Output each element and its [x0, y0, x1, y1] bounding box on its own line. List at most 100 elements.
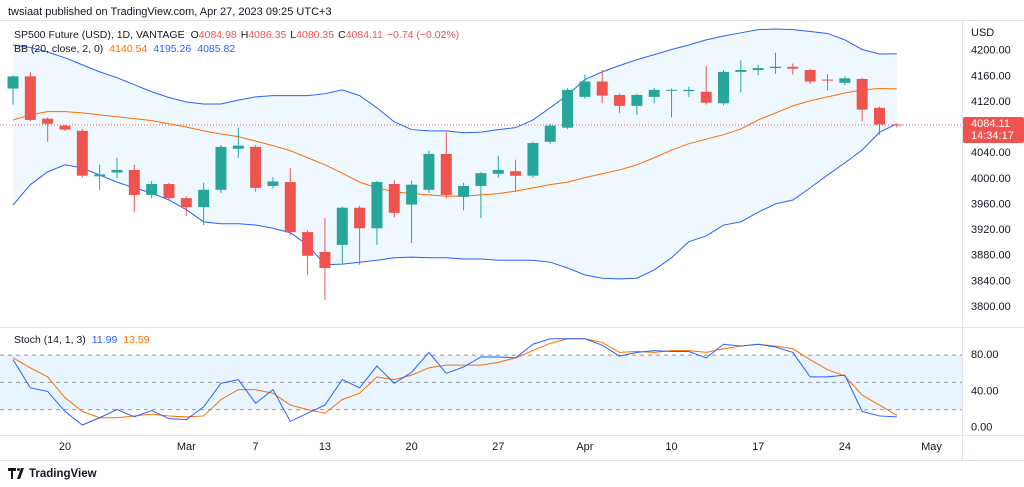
indicator-name: BB (20, close, 2, 0) [14, 43, 103, 55]
candle-body [492, 169, 504, 174]
candle-body [579, 81, 591, 97]
candle-body [770, 66, 782, 69]
candle-body [787, 66, 799, 69]
y-tick-label: 4000.00 [971, 173, 1011, 185]
change: −0.74 (−0.02%) [387, 29, 459, 41]
candle-body [510, 171, 522, 176]
y-tick-label: 4040.00 [971, 147, 1011, 159]
y-tick-label: 4160.00 [971, 70, 1011, 82]
ohlc-label: C [338, 29, 346, 41]
candle-body [839, 78, 851, 83]
candle-body [804, 69, 816, 82]
candle-body [42, 118, 54, 124]
x-tick-label: 24 [839, 441, 851, 453]
x-tick-label: 13 [319, 441, 331, 453]
price-label: 4084.11 [971, 118, 1010, 130]
candle-body [406, 184, 418, 205]
x-tick-label: 20 [405, 441, 417, 453]
candle-body [7, 76, 19, 89]
stoch-legend: Stoch (14, 1, 3) 11.99 13.59 [14, 334, 150, 346]
y-tick-label: 4200.00 [971, 45, 1011, 57]
y-tick-label: 80.00 [971, 349, 999, 361]
legend: SP500 Future (USD), 1D, VANTAGE O4084.98 H… [14, 29, 459, 41]
candle-body [163, 184, 175, 199]
candle-body [423, 153, 435, 190]
candle-body [94, 174, 106, 177]
candle-body [614, 94, 626, 106]
stoch-value: 11.99 [92, 334, 118, 346]
candle-body [180, 198, 192, 208]
candle-body [111, 169, 123, 173]
ohlc-label: L [290, 29, 296, 41]
stoch-k [12, 338, 897, 426]
publisher: twsiaat published on TradingView.com, Ap… [8, 6, 332, 18]
bb-band [12, 28, 897, 134]
candle-body [596, 81, 608, 96]
x-tick-label: 20 [59, 441, 71, 453]
candle-body [302, 232, 314, 256]
ohlc-label: O [191, 29, 199, 41]
y-tick-label: 3880.00 [971, 250, 1011, 262]
currency: USD [971, 27, 994, 39]
candle-body [146, 184, 158, 195]
candle-body [527, 143, 539, 176]
candle-body [59, 125, 71, 130]
candle-body [562, 89, 574, 128]
close-value: 4084.11 [346, 29, 383, 41]
stoch-value: 13.59 [123, 334, 149, 346]
x-tick-label: 7 [253, 441, 259, 453]
x-tick-label: May [921, 441, 942, 453]
y-tick-label: 3960.00 [971, 198, 1011, 210]
brand: TradingView [29, 468, 97, 480]
candle-body [648, 89, 660, 97]
candle-body [128, 169, 140, 195]
indicator-value: 4085.82 [197, 43, 235, 55]
plot [0, 28, 962, 426]
x-tick-label: 17 [752, 441, 764, 453]
y-tick-label: 0.00 [971, 422, 992, 434]
candle-body [198, 189, 210, 208]
candle-body [856, 78, 868, 110]
indicator-legend: BB (20, close, 2, 0) 4140.54 4195.26 4085.8… [14, 43, 235, 55]
x-tick-label: 27 [492, 441, 504, 453]
candle-body [458, 185, 470, 197]
countdown: 14:34:17 [971, 130, 1014, 142]
ohlc-label: H [241, 29, 249, 41]
candle-body [336, 207, 348, 245]
x-tick-label: Mar [177, 441, 196, 453]
y-tick-label: 3840.00 [971, 275, 1011, 287]
open-value: 4084.98 [199, 29, 237, 41]
candle-body [284, 182, 296, 233]
candle-body [718, 71, 730, 104]
candle-body [631, 94, 643, 106]
stoch-name: Stoch (14, 1, 3) [14, 334, 86, 346]
candle-body [822, 79, 834, 81]
y-tick-label: 3800.00 [971, 301, 1011, 313]
y-tick-label: 4120.00 [971, 96, 1011, 108]
logo-icon [8, 468, 24, 479]
candle-body [232, 145, 244, 149]
symbol: SP500 Future (USD), 1D, VANTAGE [14, 29, 185, 41]
candle-body [354, 207, 366, 229]
candle-body [683, 89, 695, 92]
candle-body [388, 184, 400, 213]
candle-body [666, 89, 678, 91]
candle-body [544, 125, 556, 142]
candle-body [874, 107, 885, 125]
candle-body [267, 181, 279, 186]
price-label-box [963, 117, 1024, 144]
high-value: 4086.35 [248, 29, 286, 41]
x-tick-label: Apr [576, 441, 593, 453]
candle-body [371, 182, 383, 229]
y-tick-label: 40.00 [971, 385, 999, 397]
candle-body [475, 173, 487, 186]
candle-body [24, 76, 36, 120]
candle-body [440, 153, 452, 195]
logo-dot [17, 468, 20, 471]
y-tick-label: 3920.00 [971, 224, 1011, 236]
candle-body [752, 68, 764, 70]
indicator-value: 4140.54 [109, 43, 147, 55]
low-value: 4080.35 [296, 29, 334, 41]
